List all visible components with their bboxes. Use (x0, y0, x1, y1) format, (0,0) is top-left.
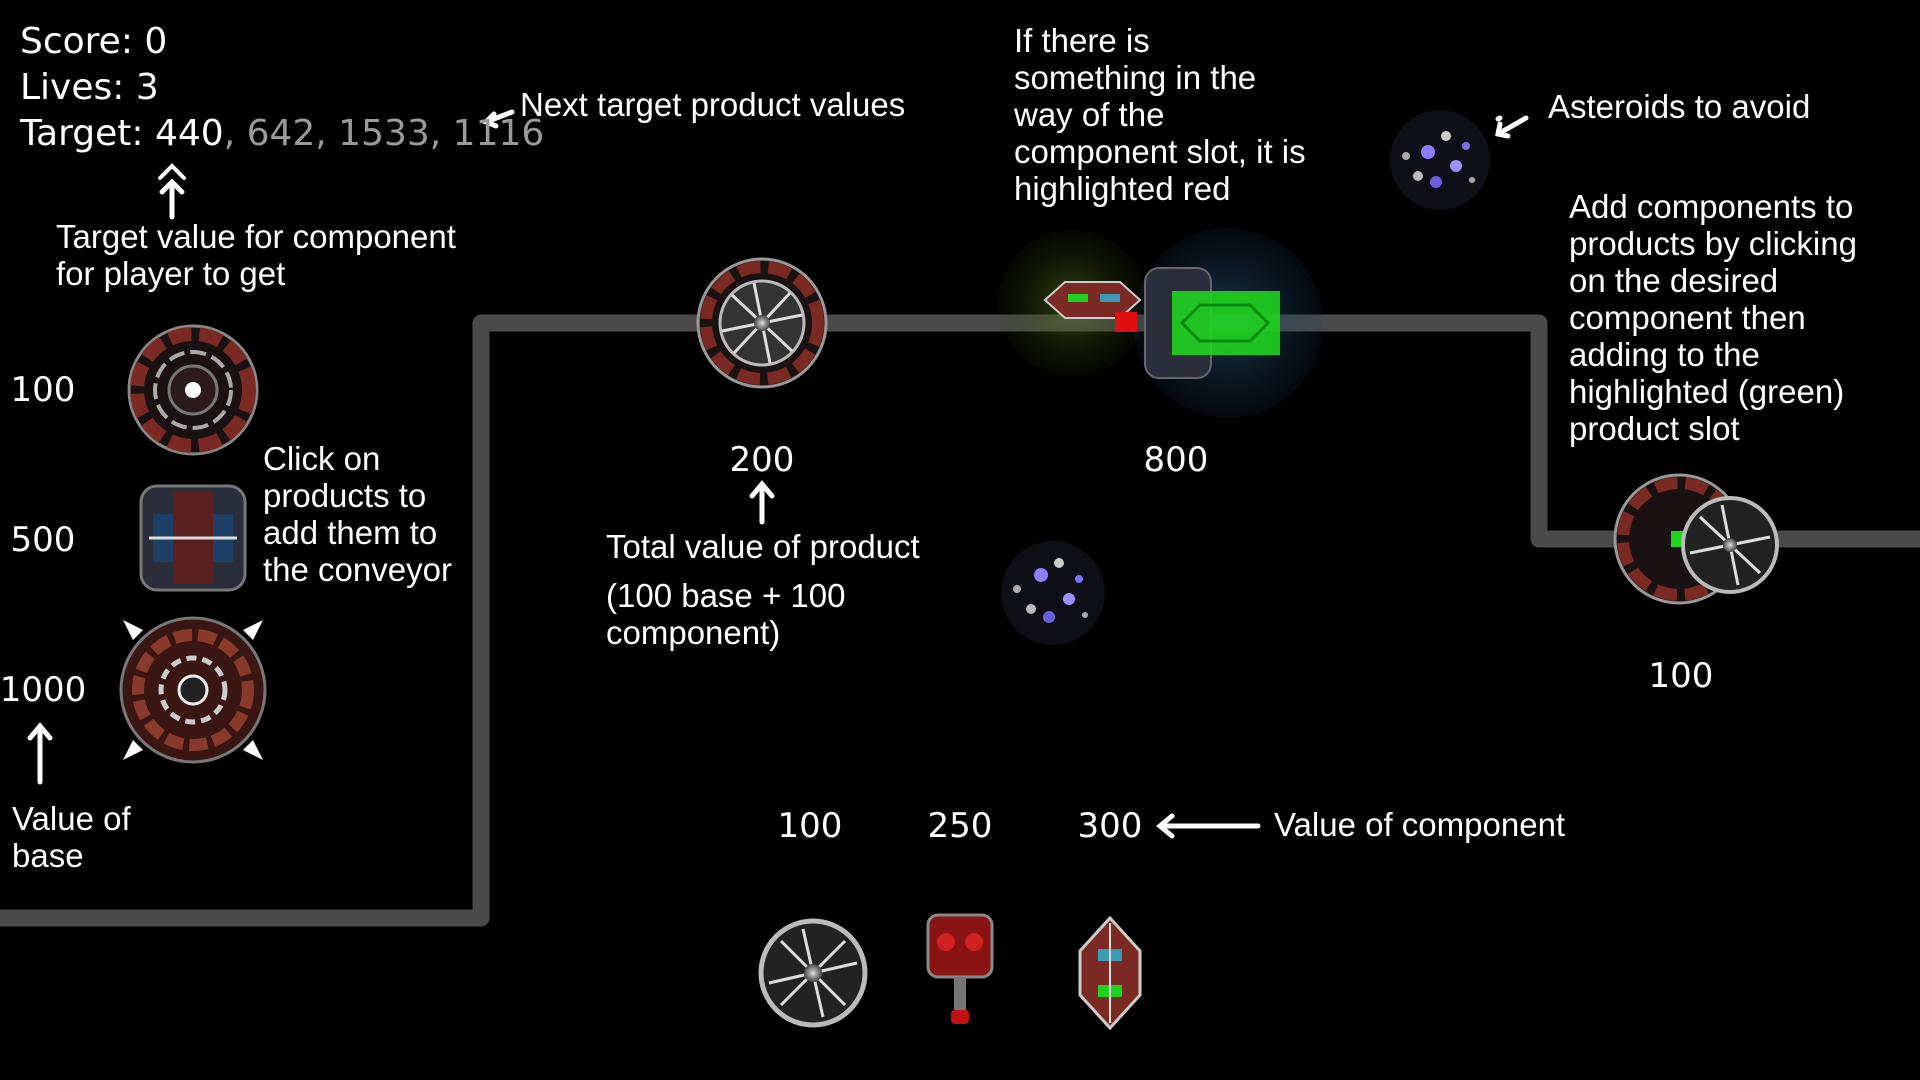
open-slot-indicator[interactable] (1172, 291, 1280, 355)
score-label: Score: (20, 21, 133, 62)
annotation-line: way of the (1014, 96, 1165, 133)
annotation-line: Click on (263, 440, 381, 477)
annotation-line: component slot, it is (1014, 133, 1306, 170)
annotation-arrows (27, 109, 1529, 839)
score-value: 0 (144, 21, 168, 62)
product-value: 800 (1143, 440, 1209, 480)
annotation-line: the conveyor (263, 551, 452, 588)
annotation-line: Total value of product (606, 528, 920, 565)
annotation-line: something in the (1014, 59, 1257, 96)
annotation-line: adding to the (1569, 336, 1760, 373)
annotation-line: add them to (263, 514, 438, 551)
annotation-line: product slot (1569, 410, 1740, 447)
conveyor-product-200[interactable] (696, 257, 828, 389)
score-display: Score: 0 (20, 18, 167, 65)
product-value: 200 (729, 440, 795, 480)
component-red-pod[interactable] (926, 913, 994, 1024)
lives-value: 3 (135, 67, 159, 108)
blocked-slot-indicator (1115, 312, 1137, 332)
annotation-line: component) (606, 614, 781, 651)
annotation-line: Add components to (1569, 188, 1854, 225)
target-display: Target: 440, 642, 1533, 1116 (20, 110, 544, 157)
asteroid (1001, 541, 1105, 645)
base-value: 1000 (0, 670, 87, 710)
conveyor-product-100[interactable] (1613, 473, 1779, 605)
next-target-annotation: Next target product values (520, 86, 906, 123)
base-value: 100 (10, 370, 76, 410)
value-of-base-annotation: Value of base (12, 800, 131, 874)
target-label: Target: (20, 113, 144, 154)
component-hull[interactable] (1078, 915, 1142, 1031)
total-value-annotation: Total value of product (100 base + 100 c… (606, 528, 920, 651)
annotation-line: on the desired (1569, 262, 1779, 299)
blocked-slot-annotation: If there is something in the way of the … (1014, 22, 1306, 207)
annotation-line: component then (1569, 299, 1806, 336)
conveyor-product-800[interactable] (998, 228, 1323, 418)
base-round[interactable] (127, 324, 259, 456)
annotation-line: highlighted (green) (1569, 373, 1845, 410)
annotation-line: base (12, 837, 84, 874)
base-value: 500 (10, 520, 76, 560)
component-value: 300 (1077, 806, 1143, 846)
component-value: 250 (927, 806, 993, 846)
asteroids-annotation: Asteroids to avoid (1548, 88, 1811, 125)
lives-label: Lives: (20, 67, 125, 108)
annotation-line: (100 base + 100 (606, 577, 846, 614)
add-components-annotation: Add components to products by clicking o… (1569, 188, 1857, 447)
click-products-annotation: Click on products to add them to the con… (263, 440, 452, 588)
target-value-annotation: Target value for component for player to… (56, 218, 456, 292)
annotation-line: highlighted red (1014, 170, 1231, 207)
annotation-line: If there is (1014, 22, 1150, 59)
base-square[interactable] (139, 484, 247, 592)
value-of-component-annotation: Value of component (1274, 806, 1566, 843)
base-cross[interactable] (119, 616, 267, 764)
target-next-values: , 642, 1533, 1116 (223, 113, 545, 154)
annotation-line: Target value for component (56, 218, 456, 255)
annotation-line: for player to get (56, 255, 286, 292)
asteroid (1390, 110, 1490, 210)
component-value: 100 (777, 806, 843, 846)
annotation-line: Value of (12, 800, 131, 837)
annotation-line: products to (263, 477, 427, 514)
product-value: 100 (1648, 656, 1714, 696)
annotation-line: products by clicking (1569, 225, 1857, 262)
component-turbine[interactable] (758, 918, 868, 1028)
target-current: 440 (154, 113, 224, 154)
lives-display: Lives: 3 (20, 64, 159, 111)
